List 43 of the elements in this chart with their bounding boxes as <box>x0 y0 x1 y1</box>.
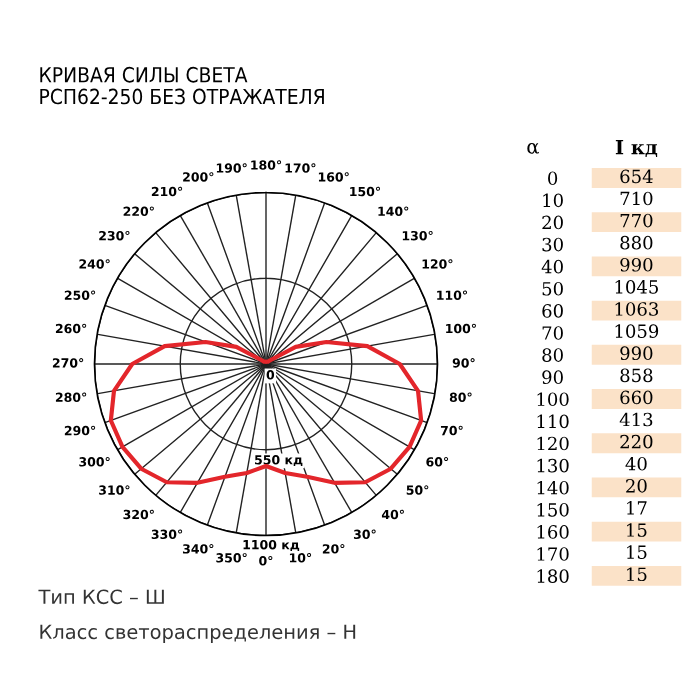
y-tick-label: 70 <box>542 326 563 340</box>
data-label: 15 <box>627 545 647 559</box>
y-tick-label: 120 <box>537 436 569 451</box>
y-tick-label: 100 <box>537 392 569 407</box>
data-label: 1059 <box>615 324 659 338</box>
y-tick-label: 20 <box>542 215 563 230</box>
y-tick-label: 50 <box>542 281 563 296</box>
y-tick-label: 160 <box>537 525 569 539</box>
data-label: 660 <box>620 390 653 405</box>
y-tick-label: 150 <box>537 502 569 517</box>
data-label: 17 <box>627 501 647 515</box>
y-tick-label: 140 <box>537 480 569 495</box>
data-label: 40 <box>625 456 647 471</box>
data-label: 654 <box>620 169 653 184</box>
chart-title: КРИВАЯ СИЛЫ СВЕТА РСП62-250 БЕЗ ОТРАЖАТЕЛЯ <box>40 66 324 105</box>
data-label: 1063 <box>615 302 659 316</box>
y-tick-label: 110 <box>537 414 569 429</box>
y-tick-label: 90 <box>542 370 563 385</box>
y-tick-label: 80 <box>542 348 563 362</box>
data-label: 413 <box>619 412 653 427</box>
y-tick-label: 0 <box>548 171 558 186</box>
data-label: 220 <box>620 434 653 449</box>
y-tick-label: 170 <box>537 547 569 561</box>
data-label: 990 <box>620 346 653 361</box>
y-tick-label: 180 <box>537 569 569 583</box>
y-tick-label: 10 <box>543 193 563 208</box>
data-label: 15 <box>627 567 647 582</box>
x-tick-label: I кд <box>615 140 658 157</box>
data-label: 858 <box>620 368 653 383</box>
y-tick-label: 130 <box>537 458 569 473</box>
data-label: 1045 <box>615 280 658 294</box>
data-label: 20 <box>626 479 647 493</box>
data-label: 710 <box>620 191 653 206</box>
data-label: 770 <box>620 213 653 228</box>
y-tick-label: 60 <box>542 304 563 318</box>
y-tick-label: 40 <box>541 259 563 274</box>
text: Тип КСС – Ш <box>38 589 164 605</box>
data-label: 880 <box>620 235 653 250</box>
y-tick-label: 30 <box>542 237 563 252</box>
data-label: 15 <box>627 523 647 537</box>
data-label: 990 <box>620 257 653 272</box>
y-axis-title: α <box>527 143 539 154</box>
text: Класс светораспределения – Н <box>40 624 356 643</box>
